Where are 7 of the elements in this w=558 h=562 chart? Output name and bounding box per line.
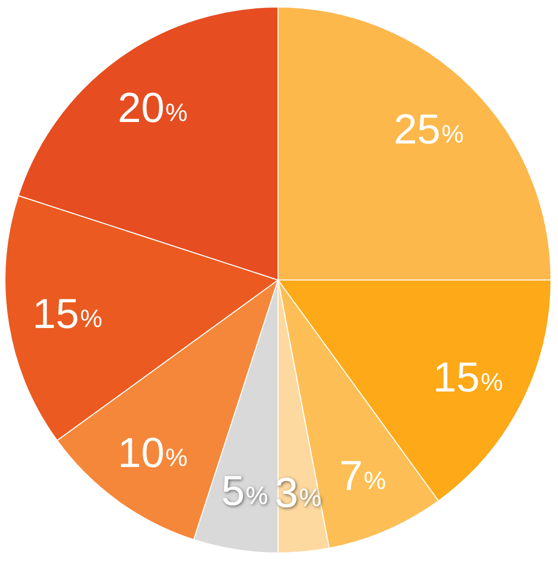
data-label: 25%	[394, 106, 464, 153]
data-label: 5%	[221, 467, 268, 514]
data-label: 10%	[118, 428, 188, 476]
data-label: 15%	[433, 353, 503, 400]
data-label: 20%	[118, 84, 188, 132]
data-label: 15%	[32, 290, 102, 337]
data-label: 7%	[339, 452, 386, 500]
